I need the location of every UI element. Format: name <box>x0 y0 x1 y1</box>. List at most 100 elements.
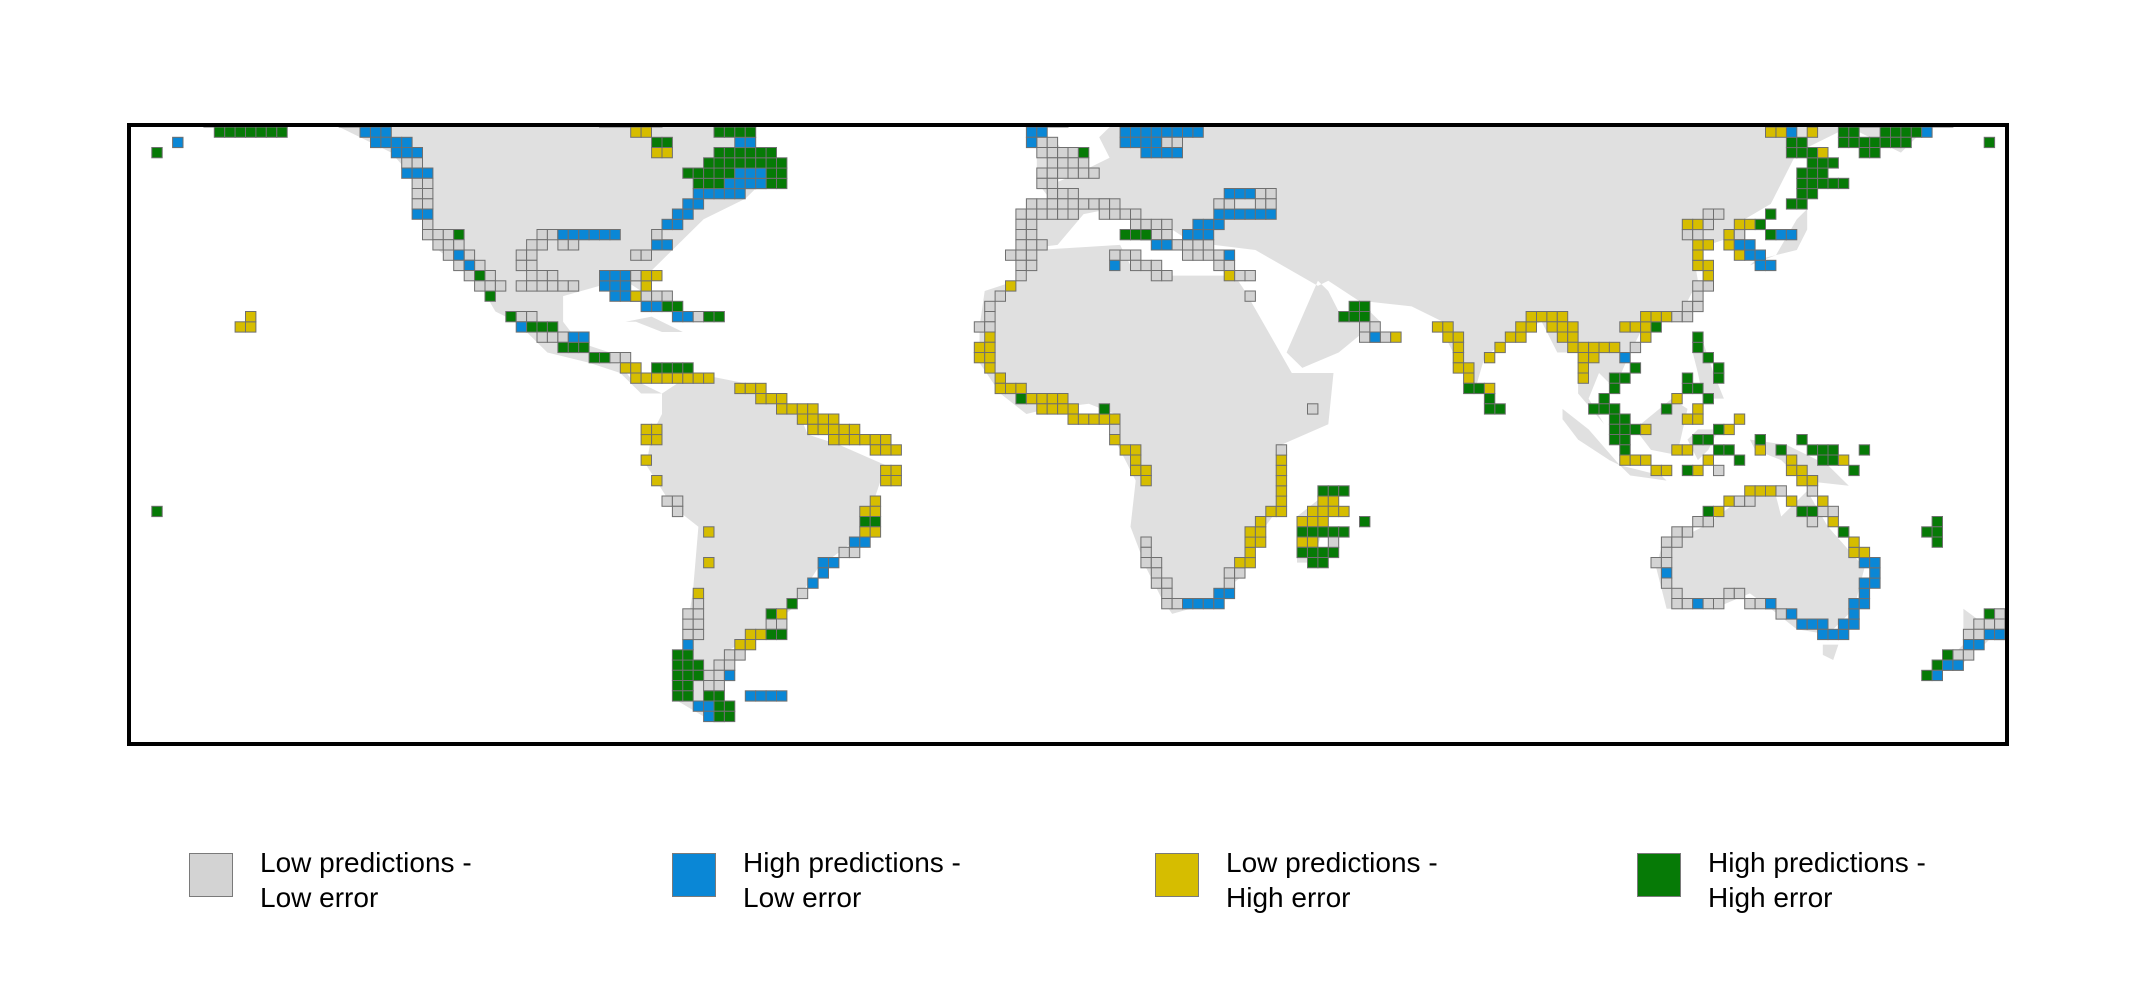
grid-cell-high-predictions-high-error <box>734 127 746 138</box>
grid-cell-low-predictions-high-error <box>1275 464 1288 477</box>
grid-cell-high-predictions-high-error <box>1713 423 1725 436</box>
grid-cell-low-predictions-low-error <box>1109 423 1121 436</box>
grid-cell-high-predictions-high-error <box>776 157 788 169</box>
grid-cell-high-predictions-high-error <box>1775 444 1787 456</box>
grid-cell-low-predictions-high-error <box>1254 536 1267 548</box>
grid-cell-low-predictions-high-error <box>1307 505 1319 518</box>
grid-cell-low-predictions-high-error <box>1754 485 1766 497</box>
grid-cell-high-predictions-high-error <box>1608 434 1621 446</box>
grid-cell-high-predictions-high-error <box>557 341 569 354</box>
grid-cell-high-predictions-high-error <box>671 669 684 682</box>
grid-cell-low-predictions-low-error <box>1775 608 1787 620</box>
grid-cell-high-predictions-low-error <box>370 127 382 138</box>
grid-cell-high-predictions-high-error <box>1307 546 1319 559</box>
grid-cell-low-predictions-low-error <box>1005 249 1017 261</box>
grid-cell-low-predictions-high-error <box>1629 454 1642 466</box>
grid-cell-high-predictions-low-error <box>422 208 434 220</box>
grid-cell-low-predictions-high-error <box>1119 444 1131 456</box>
grid-cell-high-predictions-high-error <box>1806 167 1819 179</box>
grid-cell-high-predictions-high-error <box>1317 485 1329 497</box>
grid-cell-high-predictions-high-error <box>1806 177 1819 190</box>
grid-cell-low-predictions-high-error <box>1692 413 1704 425</box>
grid-cell-low-predictions-low-error <box>1733 587 1746 600</box>
grid-cell-high-predictions-low-error <box>567 229 580 241</box>
grid-cell-low-predictions-low-error <box>1046 157 1059 169</box>
grid-cell-low-predictions-low-error <box>432 229 444 241</box>
grid-cell-low-predictions-high-error <box>859 505 871 518</box>
grid-cell-high-predictions-high-error <box>151 147 163 159</box>
grid-cell-low-predictions-high-error <box>1046 393 1059 405</box>
grid-cell-high-predictions-low-error <box>619 270 632 282</box>
grid-cell-low-predictions-high-error <box>661 147 673 159</box>
grid-cell-high-predictions-low-error <box>1244 208 1256 220</box>
grid-cell-low-predictions-low-error <box>1025 218 1038 231</box>
grid-cell-low-predictions-high-error <box>1296 516 1308 528</box>
grid-cell-high-predictions-high-error <box>713 127 725 138</box>
grid-cell-low-predictions-high-error <box>1723 239 1735 251</box>
grid-cell-high-predictions-high-error <box>1483 393 1496 405</box>
grid-cell-high-predictions-low-error <box>703 188 715 200</box>
land-mass <box>979 244 1334 614</box>
grid-cell-low-predictions-high-error <box>796 403 809 415</box>
grid-cell-high-predictions-high-error <box>1827 157 1839 169</box>
grid-cell-low-predictions-high-error <box>828 423 840 436</box>
grid-cell-high-predictions-high-error <box>723 710 736 723</box>
grid-cell-low-predictions-high-error <box>734 639 746 651</box>
grid-cell-high-predictions-high-error <box>713 700 725 712</box>
grid-cell-low-predictions-low-error <box>557 280 569 292</box>
grid-cell-low-predictions-low-error <box>838 546 850 559</box>
grid-cell-high-predictions-high-error <box>1910 127 1923 138</box>
grid-cell-high-predictions-low-error <box>578 229 590 241</box>
grid-cell-low-predictions-high-error <box>703 372 715 384</box>
grid-cell-high-predictions-low-error <box>1858 587 1871 600</box>
grid-cell-high-predictions-low-error <box>1827 628 1839 641</box>
grid-cell-low-predictions-low-error <box>546 229 559 241</box>
grid-cell-low-predictions-low-error <box>1702 208 1714 220</box>
grid-cell-low-predictions-low-error <box>1660 577 1673 589</box>
grid-cell-high-predictions-low-error <box>1171 147 1183 159</box>
grid-cell-high-predictions-high-error <box>1660 403 1673 415</box>
grid-cell-low-predictions-high-error <box>1036 403 1048 415</box>
grid-cell-high-predictions-low-error <box>567 331 580 343</box>
grid-cell-low-predictions-high-error <box>1536 311 1548 323</box>
grid-cell-high-predictions-high-error <box>1296 546 1308 559</box>
grid-cell-high-predictions-low-error <box>1192 229 1204 241</box>
grid-cell-high-predictions-high-error <box>671 362 684 374</box>
grid-cell-high-predictions-high-error <box>703 177 715 190</box>
grid-cell-high-predictions-low-error <box>1244 188 1256 200</box>
grid-cell-high-predictions-high-error <box>713 157 725 169</box>
grid-cell-high-predictions-high-error <box>1702 505 1714 518</box>
grid-cell-low-predictions-low-error <box>1161 229 1173 241</box>
grid-cell-high-predictions-low-error <box>172 136 184 149</box>
grid-cell-high-predictions-high-error <box>1869 136 1881 149</box>
grid-cell-low-predictions-high-error <box>1234 557 1246 569</box>
grid-cell-low-predictions-high-error <box>1858 546 1871 559</box>
grid-cell-high-predictions-low-error <box>776 690 788 702</box>
grid-cell-high-predictions-low-error <box>1619 352 1631 364</box>
grid-cell-low-predictions-high-error <box>1025 393 1038 405</box>
grid-cell-low-predictions-low-error <box>1733 495 1746 507</box>
grid-cell-high-predictions-high-error <box>723 167 736 179</box>
grid-cell-low-predictions-low-error <box>734 649 746 661</box>
grid-cell-high-predictions-high-error <box>765 628 777 641</box>
grid-cell-low-predictions-low-error <box>557 331 569 343</box>
grid-cell-low-predictions-high-error <box>1660 311 1673 323</box>
grid-cell-low-predictions-low-error <box>1057 167 1069 179</box>
grid-cell-high-predictions-low-error <box>1796 618 1808 630</box>
grid-cell-high-predictions-low-error <box>755 177 767 190</box>
grid-cell-high-predictions-high-error <box>1796 434 1808 446</box>
grid-cell-low-predictions-high-error <box>671 372 684 384</box>
grid-cell-low-predictions-high-error <box>1525 311 1537 323</box>
map-frame <box>127 123 2009 746</box>
grid-cell-high-predictions-high-error <box>1359 311 1371 323</box>
grid-cell-low-predictions-low-error <box>1130 259 1142 272</box>
grid-cell-high-predictions-high-error <box>1338 311 1350 323</box>
grid-cell-high-predictions-high-error <box>1473 382 1485 395</box>
grid-cell-low-predictions-high-error <box>838 434 850 446</box>
grid-cell-low-predictions-low-error <box>1265 188 1277 200</box>
grid-cell-high-predictions-high-error <box>255 127 267 138</box>
grid-cell-low-predictions-low-error <box>526 311 538 323</box>
legend-label-line1: High predictions - <box>743 847 961 878</box>
grid-cell-high-predictions-high-error <box>744 127 757 138</box>
grid-cell-high-predictions-low-error <box>359 127 371 138</box>
